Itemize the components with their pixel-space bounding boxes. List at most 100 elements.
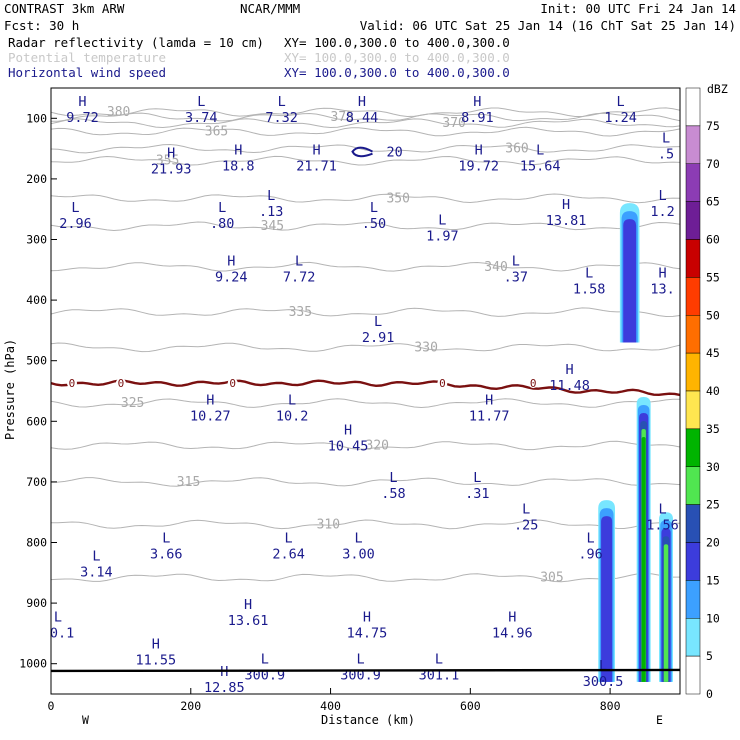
- theta-label-330: 330: [414, 340, 437, 355]
- colorbar-segment-10: [685, 466, 701, 505]
- wind-extremum-36-type: L: [354, 531, 362, 547]
- colorbar-segment-12: [685, 542, 701, 581]
- x-axis-label: Distance (km): [321, 713, 415, 727]
- wind-extremum-2-value: 7.32: [265, 110, 298, 126]
- wind-extremum-37-value: .96: [578, 547, 602, 563]
- y-tick-label-8: 900: [26, 596, 47, 610]
- y-tick-label-0: 100: [26, 111, 47, 125]
- wind-extremum-31-value: .31: [465, 486, 489, 502]
- colorbar-segment-11: [685, 504, 701, 543]
- colorbar-label-40: 40: [706, 384, 720, 398]
- colorbar-segment-2: [685, 163, 701, 202]
- wind-extremum-15-value: .50: [362, 216, 386, 232]
- zero-label-3: 0: [439, 377, 446, 390]
- zero-degree-line: [51, 379, 680, 397]
- colorbar-segment-13: [685, 580, 701, 619]
- wind-extremum-7-value: 18.8: [222, 159, 255, 175]
- plot-area: [51, 88, 680, 694]
- east-label: E: [656, 713, 663, 727]
- model-title: CONTRAST 3km ARW: [4, 1, 125, 16]
- wind-extremum-25-type: H: [566, 362, 574, 378]
- colorbar-label-55: 55: [706, 270, 720, 284]
- wind-extremum-11-value: .5: [658, 147, 674, 163]
- zero-label-bg-4: [528, 378, 539, 389]
- organization-label: NCAR/MMM: [240, 1, 300, 16]
- wind-extremum-32-value: .25: [514, 517, 538, 533]
- wind-extremum-11-type: L: [662, 131, 670, 147]
- field-xy-theta: XY= 100.0,300.0 to 400.0,300.0: [284, 50, 510, 65]
- wind-extremum-34-type: L: [162, 531, 170, 547]
- jet-core-label: 20: [386, 145, 402, 161]
- wind-extremum-39-value: 13.61: [228, 613, 269, 629]
- wind-extremum-19-value: 9.24: [215, 270, 248, 286]
- wind-extremum-29-type: H: [344, 423, 352, 439]
- theta-label-370: 370: [442, 116, 465, 131]
- wind-extremum-5-type: L: [617, 94, 625, 110]
- zero-degree-contour: 0 0 0 0 0: [51, 377, 680, 397]
- wind-extremum-28-value: 11.77: [469, 408, 510, 424]
- wind-extremum-1-value: 3.74: [185, 110, 218, 126]
- wind-extremum-27-type: L: [288, 392, 296, 408]
- wind-extremum-0-value: 9.72: [66, 110, 99, 126]
- wind-extremum-40-type: H: [363, 609, 371, 625]
- theta-line-345: [51, 221, 680, 232]
- wind-extremum-17-type: H: [562, 197, 570, 213]
- figure-header: CONTRAST 3km ARW NCAR/MMM Init: 00 UTC F…: [4, 1, 736, 80]
- wind-extremum-33-type: L: [658, 501, 666, 517]
- colorbar-label-10: 10: [706, 611, 720, 625]
- wind-extremum-16-value: 1.97: [426, 228, 459, 244]
- field-name-reflectivity: Radar reflectivity (lamda = 10 cm): [8, 35, 264, 50]
- reflectivity-field: [598, 203, 674, 682]
- valid-time: Valid: 06 UTC Sat 25 Jan 14 (16 ChT Sat …: [360, 18, 736, 33]
- wind-extremum-28-type: H: [485, 392, 493, 408]
- y-tick-label-5: 600: [26, 414, 47, 428]
- wind-extremum-12-type: L: [71, 200, 79, 216]
- theta-line-365: [51, 126, 680, 137]
- wind-extremum-18-value: 1.2: [650, 204, 674, 220]
- wind-extremum-32-type: L: [522, 501, 530, 517]
- theta-label-335: 335: [289, 305, 312, 320]
- theta-line-315: [51, 477, 680, 487]
- wind-extremum-3-type: H: [358, 94, 366, 110]
- surface-line: [51, 668, 680, 673]
- colorbar-label-45: 45: [706, 346, 720, 360]
- wind-extremum-40-value: 14.75: [347, 625, 388, 641]
- wind-extremum-30-value: .58: [381, 486, 405, 502]
- wind-extremum-12-value: 2.96: [59, 216, 92, 232]
- theta-label-340: 340: [484, 260, 507, 275]
- theta-label-310: 310: [317, 517, 340, 532]
- wind-extremum-37-type: L: [586, 531, 594, 547]
- wind-extremum-27-value: 10.2: [276, 408, 309, 424]
- theta-line-335: [51, 307, 680, 318]
- wind-extremum-26-type: H: [206, 392, 214, 408]
- refl-upper-cell-layer-2: [623, 219, 637, 343]
- zero-label-bg-2: [227, 378, 238, 389]
- colorbar-label-65: 65: [706, 195, 720, 209]
- theta-label-320: 320: [366, 439, 389, 454]
- colorbar-segment-8: [685, 390, 701, 430]
- wind-extremum-19-type: H: [227, 254, 235, 270]
- wind-extremum-35-value: 2.64: [272, 547, 305, 563]
- zero-label-2: 0: [229, 377, 236, 390]
- wind-extremum-20-type: L: [295, 254, 303, 270]
- wind-extremum-15-type: L: [370, 200, 378, 216]
- colorbar-label-50: 50: [706, 308, 720, 322]
- theta-label-305: 305: [540, 571, 563, 586]
- wind-extremum-8-type: H: [313, 143, 321, 159]
- theta-line-350: [51, 193, 680, 204]
- theta-line-305: [51, 572, 680, 583]
- wind-extremum-31-type: L: [473, 470, 481, 486]
- wind-extremum-38-type: L: [92, 549, 100, 565]
- y-axis-label: Pressure (hPa): [3, 339, 17, 440]
- wind-extremum-39-type: H: [244, 597, 252, 613]
- wind-extremum-2-type: L: [278, 94, 286, 110]
- wind-extremum-10-value: 15.64: [520, 159, 561, 175]
- theta-label-345: 345: [261, 219, 284, 234]
- wind-extremum-22-type: L: [585, 266, 593, 282]
- wind-extremum-14-type: L: [267, 188, 275, 204]
- wind-extremum-24-type: L: [374, 314, 382, 330]
- wind-extremum-36-value: 3.00: [342, 547, 375, 563]
- x-tick-label-2: 400: [320, 699, 341, 713]
- wind-extremum-41-type: H: [508, 609, 516, 625]
- theta-contours: 380 375 370 365 360 355 350 345 340 335 330 325 320 3…: [51, 105, 680, 586]
